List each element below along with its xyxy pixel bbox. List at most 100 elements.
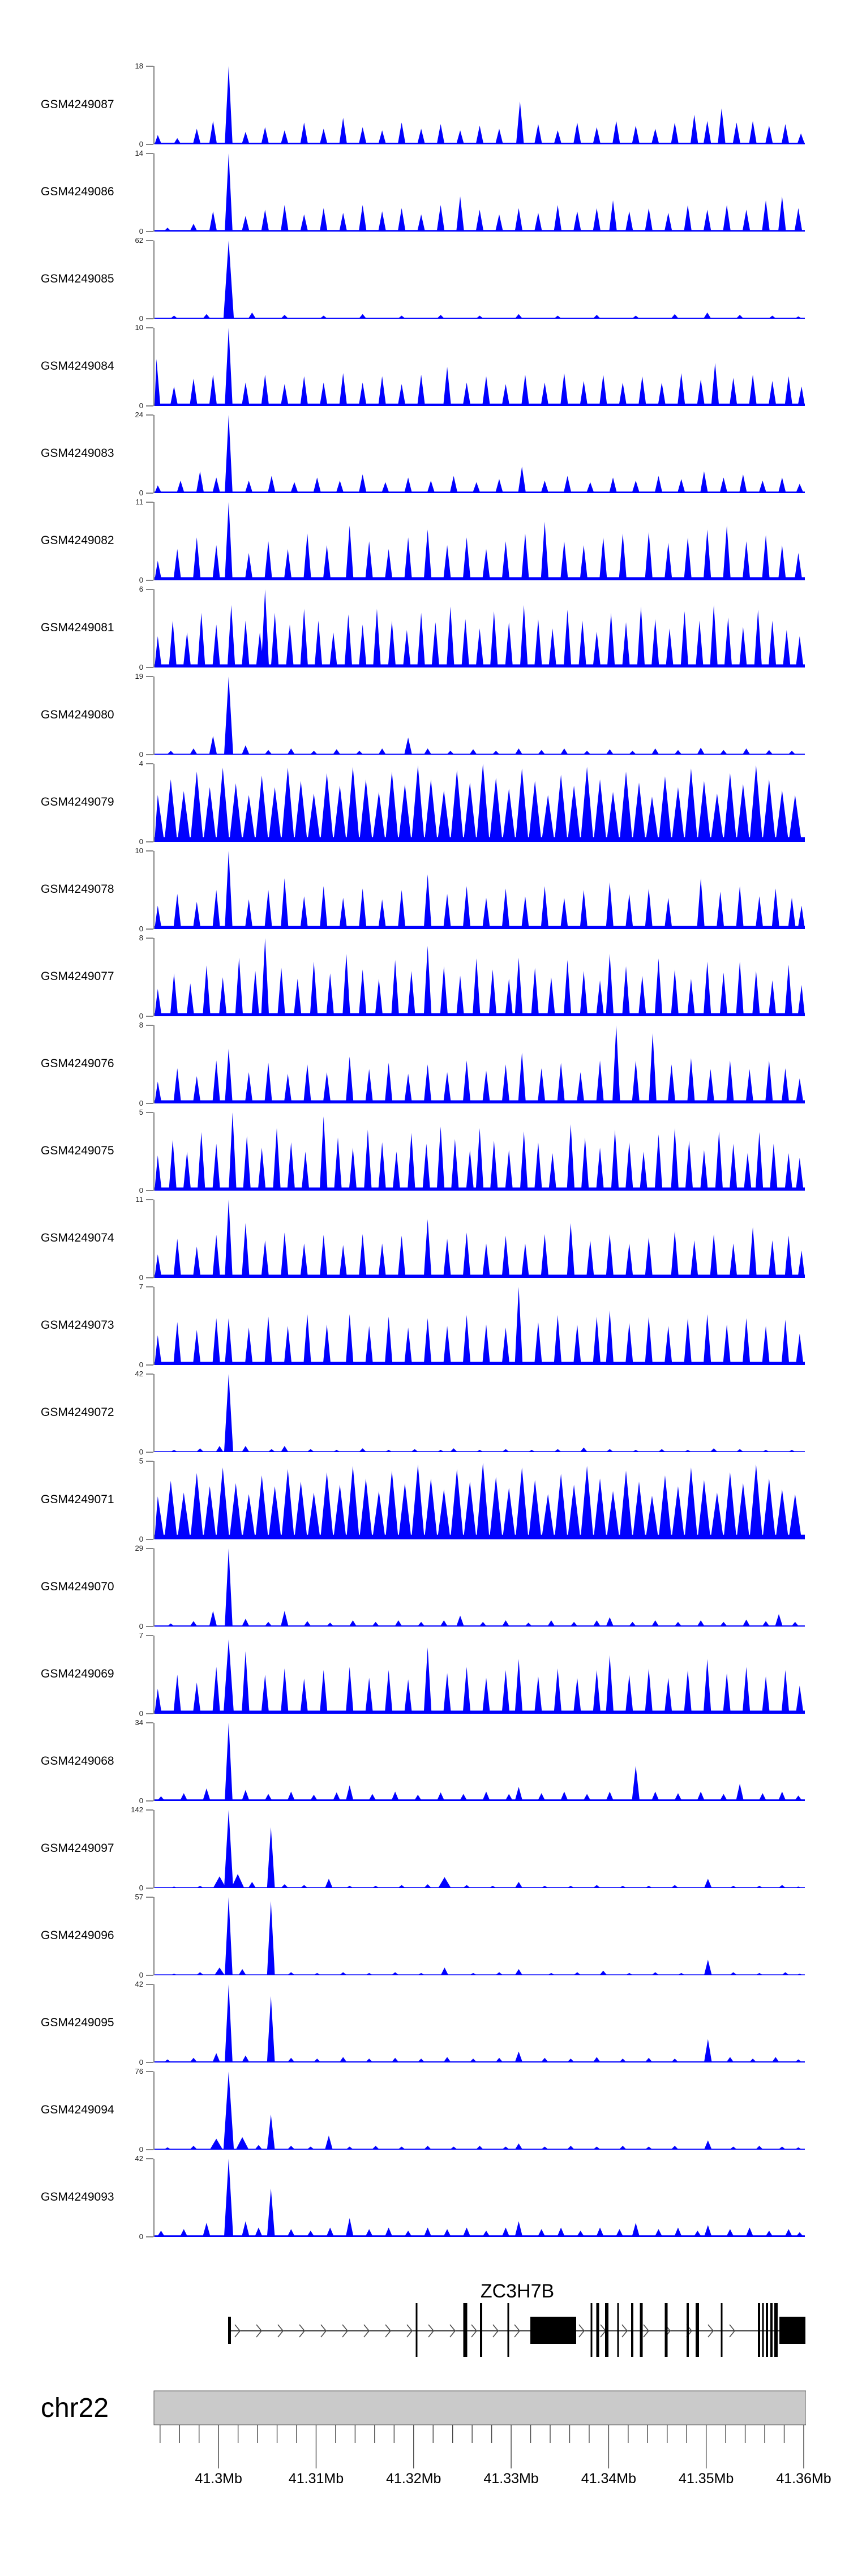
y-axis-top-tick (146, 676, 153, 677)
y-axis-top-tick (146, 1112, 153, 1113)
chromosome-bar (153, 2390, 806, 2425)
y-axis-zero-label: 0 (139, 2058, 143, 2066)
y-axis-bottom-tick (146, 580, 153, 581)
y-axis-line (153, 938, 155, 1016)
track-row: GSM4249086 14 0 (0, 148, 849, 236)
track-label: GSM4249082 (41, 534, 114, 547)
track-label: GSM4249074 (41, 1231, 114, 1244)
exon-line (696, 2303, 699, 2357)
y-axis-line (153, 328, 155, 406)
y-axis-top-tick (146, 1635, 153, 1636)
coverage-signal (155, 1112, 805, 1191)
y-axis-bottom-tick (146, 2149, 153, 2150)
genome-ruler (153, 2390, 806, 2468)
y-axis-zero-label: 0 (139, 2232, 143, 2241)
y-axis-top-tick (146, 327, 153, 328)
y-axis-top-tick (146, 1722, 153, 1723)
y-axis-max-label: 29 (135, 1544, 143, 1552)
y-axis-bottom-tick (146, 144, 153, 145)
y-axis-zero-label: 0 (139, 489, 143, 497)
strand-arrow-icon (514, 2324, 521, 2338)
track-row: GSM4249093 42 0 (0, 2153, 849, 2241)
y-axis-top-tick (146, 938, 153, 939)
track-label: GSM4249078 (41, 883, 114, 896)
track-label: GSM4249095 (41, 2016, 114, 2029)
y-axis-max-label: 14 (135, 149, 143, 157)
y-axis-top-tick (146, 2158, 153, 2159)
y-axis-max-label: 6 (139, 585, 143, 593)
y-axis-max-label: 62 (135, 236, 143, 245)
coverage-signal (155, 2159, 805, 2237)
y-axis-line (153, 764, 155, 842)
track-row: GSM4249096 57 0 (0, 1892, 849, 1979)
exon-line (762, 2303, 764, 2357)
exon-line (617, 2303, 619, 2357)
track-row: GSM4249082 11 0 (0, 497, 849, 584)
y-axis-bottom-tick (146, 928, 153, 930)
y-axis-zero-label: 0 (139, 401, 143, 410)
y-axis-max-label: 76 (135, 2067, 143, 2076)
y-axis-line (153, 415, 155, 493)
y-axis-line (153, 153, 155, 232)
strand-arrow-icon (320, 2324, 327, 2338)
coverage-signal (155, 153, 805, 232)
track-row: GSM4249074 11 0 (0, 1194, 849, 1282)
track-label: GSM4249084 (41, 360, 114, 373)
track-row: GSM4249071 5 0 (0, 1456, 849, 1543)
track-label: GSM4249097 (41, 1842, 114, 1855)
strand-arrow-icon (578, 2324, 585, 2338)
coverage-signal (155, 1548, 805, 1627)
y-axis-max-label: 4 (139, 759, 143, 768)
y-axis-zero-label: 0 (139, 576, 143, 584)
exon-line (415, 2303, 418, 2357)
ruler-tick-label: 41.3Mb (195, 2471, 242, 2487)
coverage-signal (155, 1810, 805, 1888)
strand-arrow-icon (363, 2324, 370, 2338)
y-axis-zero-label: 0 (139, 140, 143, 148)
y-axis-max-label: 11 (135, 498, 144, 506)
y-axis-bottom-tick (146, 1713, 153, 1714)
y-axis-top-tick (146, 2071, 153, 2072)
y-axis-top-tick (146, 1286, 153, 1287)
track-row: GSM4249084 10 0 (0, 322, 849, 410)
y-axis-zero-label: 0 (139, 837, 143, 846)
strand-arrow-icon (492, 2324, 499, 2338)
y-axis-bottom-tick (146, 2236, 153, 2237)
y-axis-bottom-tick (146, 841, 153, 842)
y-axis-zero-label: 0 (139, 1186, 143, 1195)
track-label: GSM4249071 (41, 1493, 114, 1506)
exon-line (758, 2303, 760, 2357)
y-axis-line (153, 1287, 155, 1365)
y-axis-bottom-tick (146, 1888, 153, 1889)
y-axis-top-tick (146, 153, 153, 154)
y-axis-zero-label: 0 (139, 1012, 143, 1020)
y-axis-line (153, 1636, 155, 1714)
coverage-signal (155, 938, 805, 1016)
track-row: GSM4249083 24 0 (0, 409, 849, 497)
y-axis-max-label: 8 (139, 934, 143, 942)
y-axis-top-tick (146, 1373, 153, 1375)
y-axis-zero-label: 0 (139, 314, 143, 323)
gene-model (228, 2303, 805, 2357)
coverage-signal (155, 1287, 805, 1365)
coverage-signal (155, 66, 805, 144)
y-axis-max-label: 11 (135, 1195, 144, 1204)
exon-line (596, 2303, 599, 2357)
y-axis-zero-label: 0 (139, 2145, 143, 2154)
y-axis-top-tick (146, 1984, 153, 1985)
exon-line (640, 2303, 643, 2357)
y-axis-bottom-tick (146, 2062, 153, 2063)
y-axis-top-tick (146, 66, 153, 67)
strand-arrow-icon (428, 2324, 435, 2338)
track-row: GSM4249079 4 0 (0, 758, 849, 846)
exon-line (605, 2303, 608, 2357)
y-axis-zero-label: 0 (139, 663, 143, 671)
coverage-signal (155, 2072, 805, 2150)
y-axis-top-tick (146, 502, 153, 503)
coverage-signal (155, 415, 805, 493)
exon-line (631, 2303, 633, 2357)
strand-arrow-icon (471, 2324, 478, 2338)
track-label: GSM4249086 (41, 185, 114, 198)
track-row: GSM4249070 29 0 (0, 1543, 849, 1631)
y-axis-zero-label: 0 (139, 1360, 143, 1369)
